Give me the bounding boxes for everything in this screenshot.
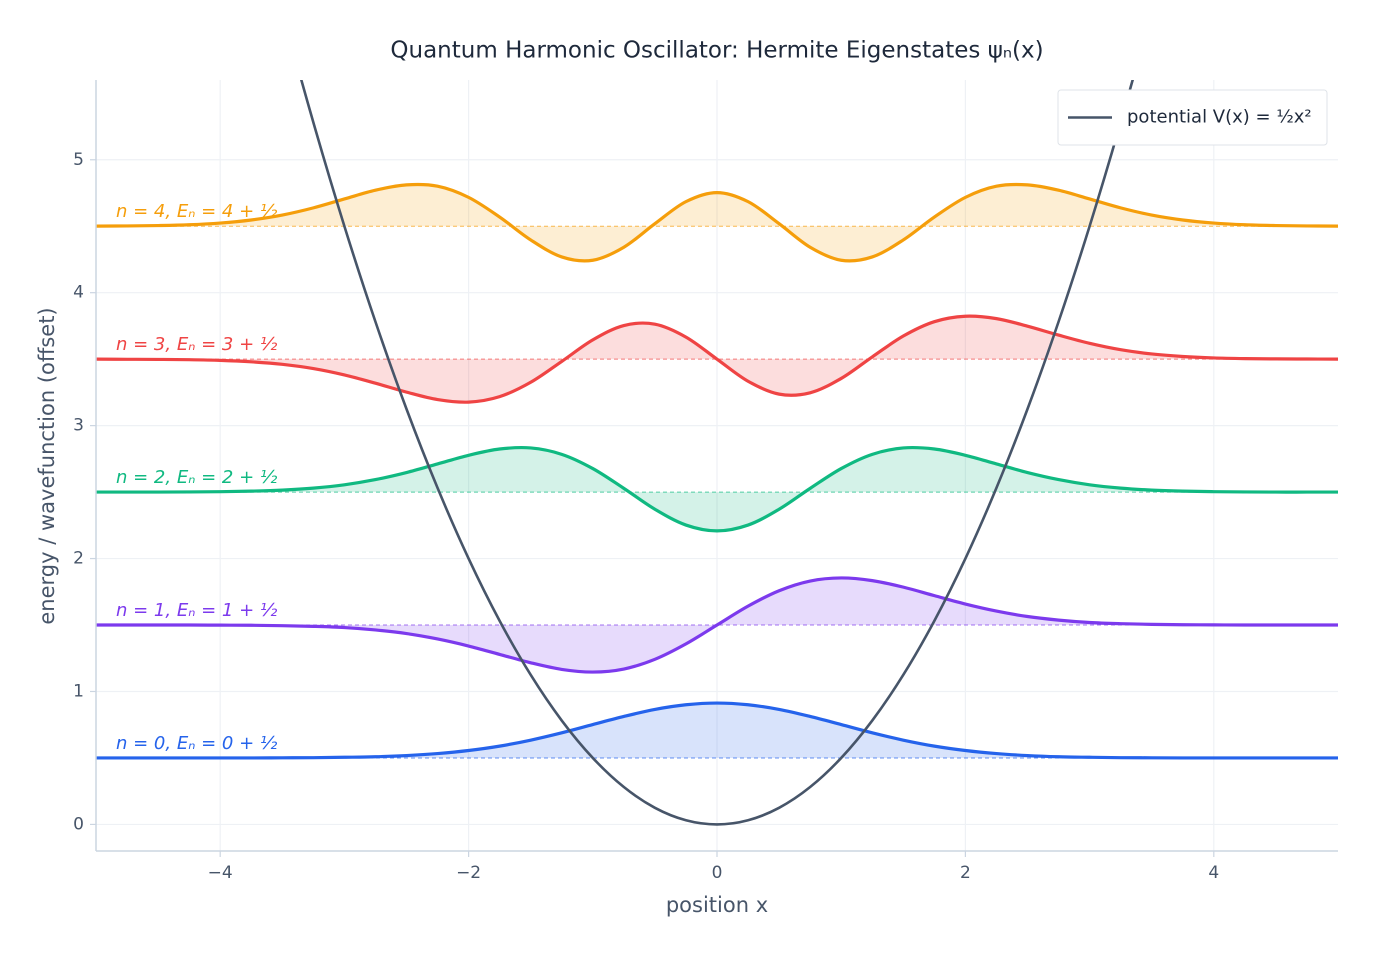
y-tick-label: 5 bbox=[73, 150, 84, 170]
x-tick-label: −2 bbox=[456, 863, 481, 883]
x-tick-label: −4 bbox=[208, 863, 233, 883]
wave-label: n = 1, Eₙ = 1 + ½ bbox=[116, 600, 278, 621]
wave-line bbox=[96, 701, 1338, 760]
wave-fill bbox=[96, 316, 1338, 403]
wave-line bbox=[96, 576, 1338, 674]
wave-line bbox=[96, 445, 1338, 533]
wave-line bbox=[96, 314, 1338, 404]
plot-area bbox=[96, 80, 1338, 826]
x-axis-label: position x bbox=[666, 893, 768, 917]
potential-line bbox=[299, 80, 1135, 826]
chart-title: Quantum Harmonic Oscillator: Hermite Eig… bbox=[390, 38, 1043, 64]
wave-label: n = 0, Eₙ = 0 + ½ bbox=[116, 733, 278, 754]
y-axis-label: energy / wavefunction (offset) bbox=[35, 307, 59, 624]
legend-box bbox=[1057, 89, 1328, 146]
x-tick-label: 0 bbox=[712, 863, 723, 883]
legend-label: potential V(x) = ½x² bbox=[1127, 107, 1312, 128]
wave-fill bbox=[96, 184, 1338, 261]
x-tick-label: 2 bbox=[960, 863, 971, 883]
y-tick-label: 3 bbox=[73, 416, 84, 436]
wave-fill bbox=[96, 703, 1338, 758]
wave-label: n = 2, Eₙ = 2 + ½ bbox=[116, 467, 278, 488]
wave-line bbox=[96, 182, 1338, 263]
x-tick-label: 4 bbox=[1208, 863, 1219, 883]
y-tick-label: 1 bbox=[73, 681, 84, 701]
y-tick-label: 4 bbox=[73, 283, 84, 303]
legend: potential V(x) = ½x² bbox=[1057, 89, 1328, 146]
wave-fill bbox=[96, 447, 1338, 531]
y-tick-label: 2 bbox=[73, 549, 84, 569]
wave-label: n = 4, Eₙ = 4 + ½ bbox=[116, 201, 278, 222]
y-tick-label: 0 bbox=[73, 814, 84, 834]
wave-label: n = 3, Eₙ = 3 + ½ bbox=[116, 334, 278, 355]
